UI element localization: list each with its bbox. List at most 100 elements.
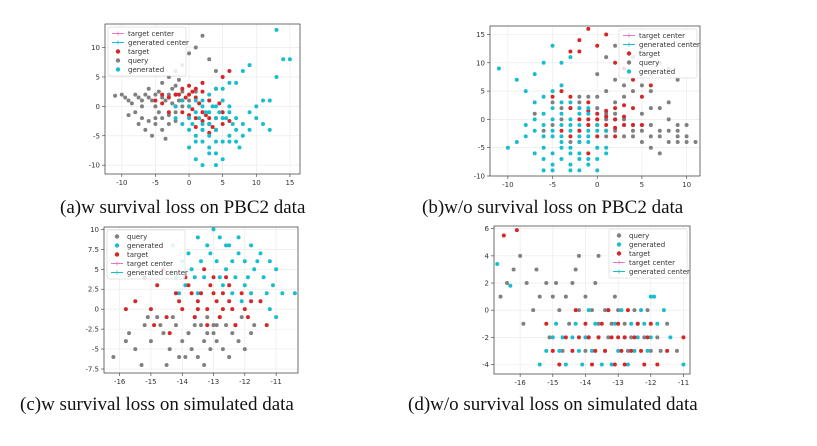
x-tick-label: 5 [640,181,644,189]
target-point [616,321,621,326]
legend-box [106,229,186,280]
generated-point [233,275,238,280]
query-point [625,348,630,353]
panel-d: -16 -15 -14 -13 -12 -11 -4 -2 0 2 4 6 query generated… [408,223,817,446]
target-point [207,116,212,121]
query-point [622,117,627,122]
x-tick-label: 10 [682,181,691,189]
legend-label: generated [127,242,163,250]
target-point [613,125,618,130]
query-point [220,347,225,352]
generated-point [583,335,588,340]
target-point [577,49,582,54]
target-point [245,315,250,320]
query-point [143,127,148,132]
query-point [642,335,647,340]
target-point [630,77,635,82]
query-point [129,101,134,106]
generated-point [240,69,245,74]
generated-point [200,98,205,103]
target-point [207,130,212,135]
query-point [632,308,637,313]
target-point [180,86,185,91]
generated-point [541,111,546,116]
generated-point [195,235,200,240]
target-point [205,307,210,312]
query-point [675,134,680,139]
generated-point [541,157,546,162]
generated-point [550,162,555,167]
generated-point [577,151,582,156]
query-point [136,95,141,100]
query-point [639,140,644,145]
legend-dot-marker [114,243,120,248]
series-generated [495,262,686,367]
generated-point [261,98,266,103]
generated-point [532,100,537,105]
generated-point [559,157,564,162]
query-point [613,77,618,82]
target-point [604,123,609,128]
query-point [648,123,653,128]
generated-point [213,163,218,168]
generated-point [270,283,275,288]
query-point [166,113,171,118]
query-point [170,315,175,320]
series-generated [170,227,297,320]
series-query [111,315,257,368]
target-point [568,106,573,111]
query-point [505,281,510,286]
target-point [187,83,192,88]
panel-a: -10 -5 0 5 10 15 -10 -5 0 5 10 target center generat… [0,0,408,223]
generated-point [239,299,244,304]
query-point [156,89,161,94]
generated-point [568,145,573,150]
generated-point [213,116,218,121]
generated-point [213,104,218,109]
legend-label: generated center [128,39,189,47]
generated-point [577,123,582,128]
query-point [521,321,526,326]
generated-point [523,123,528,128]
query-point [541,128,546,133]
generated-point [550,335,555,340]
generated-point [563,362,568,367]
target-point [595,111,600,116]
query-point [606,335,611,340]
series-target [501,228,686,367]
query-point [239,315,244,320]
generated-point [645,348,650,353]
target-point [570,348,575,353]
legend-label: query [128,57,148,65]
generated-point [550,89,555,94]
legend-dot-marker [626,69,632,74]
target-point [586,26,591,31]
query-point [639,128,644,133]
target-point [192,315,197,320]
query-point [153,92,158,97]
generated-point [532,117,537,122]
query-point [133,92,138,97]
generated-point [197,116,202,121]
query-point [613,100,618,105]
generated-point [180,122,185,126]
generated-point [240,122,245,126]
target-point [239,291,244,296]
target-point [177,299,182,304]
query-point [163,98,168,103]
y-tick-label: -5 [93,132,100,140]
query-point [675,128,680,133]
generated-point [220,139,225,144]
series-target [123,267,269,336]
query-point [170,86,175,91]
query-point [629,335,634,340]
query-point [595,106,600,111]
target-point [220,74,225,79]
query-point [193,89,198,94]
generated-point [586,111,591,116]
target-point [220,122,225,126]
query-point [645,308,650,313]
target-point [214,299,219,304]
generated-point [237,145,242,150]
target-point [606,308,611,313]
